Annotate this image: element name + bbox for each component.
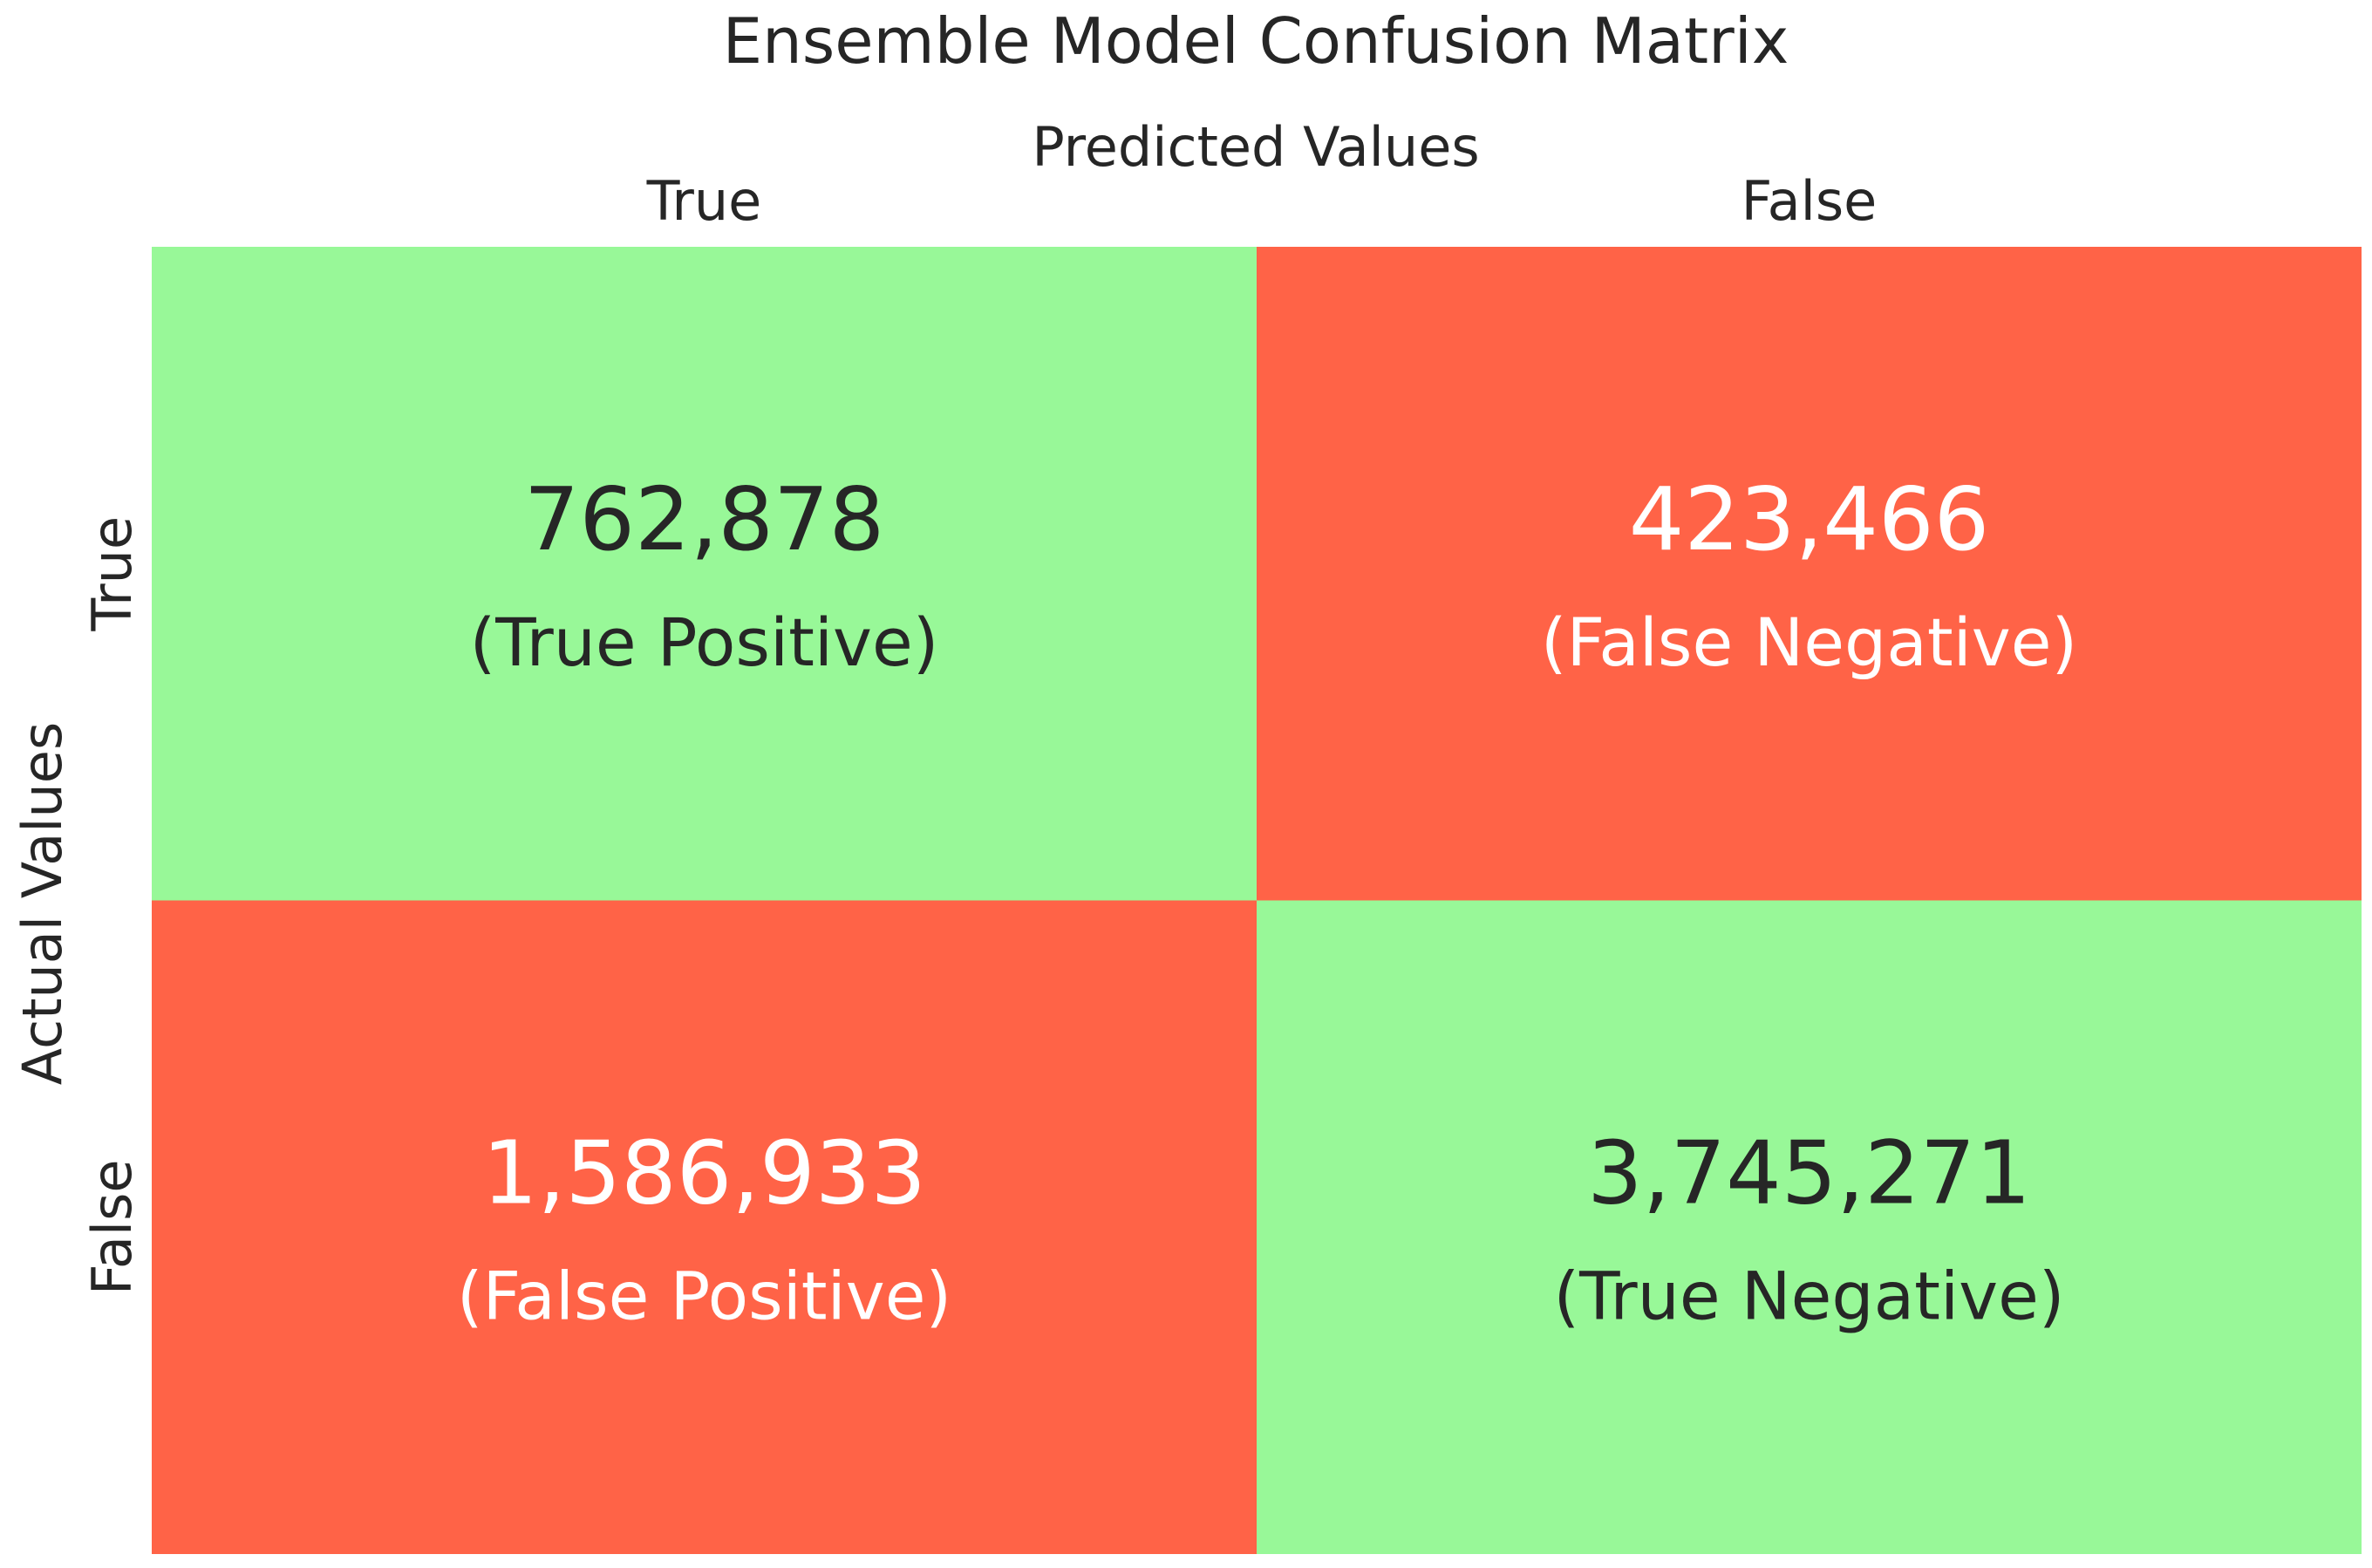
y-tick-label: True [80, 516, 144, 632]
heatmap-cell-r1-c1 [1257, 900, 2362, 1554]
heatmap-cell-r0-c0 [152, 247, 1257, 901]
cell-value-label: 762,878 [524, 468, 885, 570]
x-tick-label: False [1742, 169, 1878, 233]
x-axis-label: Predicted Values [1032, 115, 1479, 179]
cell-value-label: 3,745,271 [1587, 1121, 2031, 1224]
cell-category-label: (False Negative) [1541, 603, 2077, 681]
heatmap-cells: 762,878 (True Positive) 423,466 (False Nega… [152, 247, 2362, 1554]
y-tick-label: False [80, 1159, 144, 1295]
cell-value-label: 1,586,933 [482, 1121, 926, 1224]
cell-category-label: (True Positive) [470, 603, 939, 681]
heatmap-cell-r1-c0 [152, 900, 1257, 1554]
cell-category-label: (True Negative) [1554, 1257, 2065, 1334]
chart-title: Ensemble Model Confusion Matrix [723, 4, 1789, 78]
heatmap-cell-r0-c1 [1257, 247, 2362, 901]
x-tick-label: True [646, 169, 762, 233]
tick-labels: True False True False [80, 169, 1877, 1295]
y-axis-label: Actual Values [10, 722, 74, 1086]
cell-category-label: (False Positive) [457, 1257, 951, 1334]
cell-value-label: 423,466 [1629, 468, 1990, 570]
